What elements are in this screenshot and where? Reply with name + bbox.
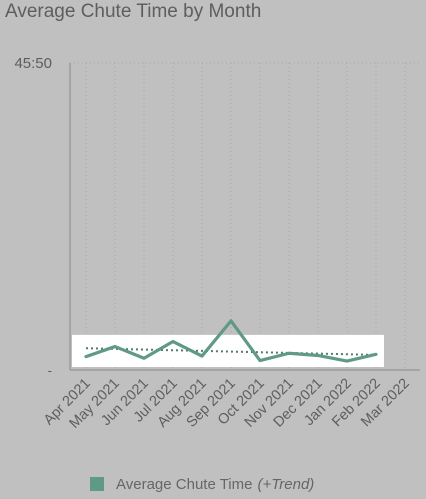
legend-series-label: Average Chute Time [116,475,253,493]
highlight-band [72,334,384,367]
chart-title: Average Chute Time by Month [5,1,262,22]
legend-trend-label: (+Trend) [257,475,315,493]
legend-swatch [90,477,104,491]
legend[interactable]: Average Chute Time (+Trend) [90,474,314,494]
y-tick-label-bottom: - [48,363,52,378]
trend-line [85,347,377,356]
series-line [84,319,378,363]
y-tick-label-top: 45:50 [14,55,52,72]
